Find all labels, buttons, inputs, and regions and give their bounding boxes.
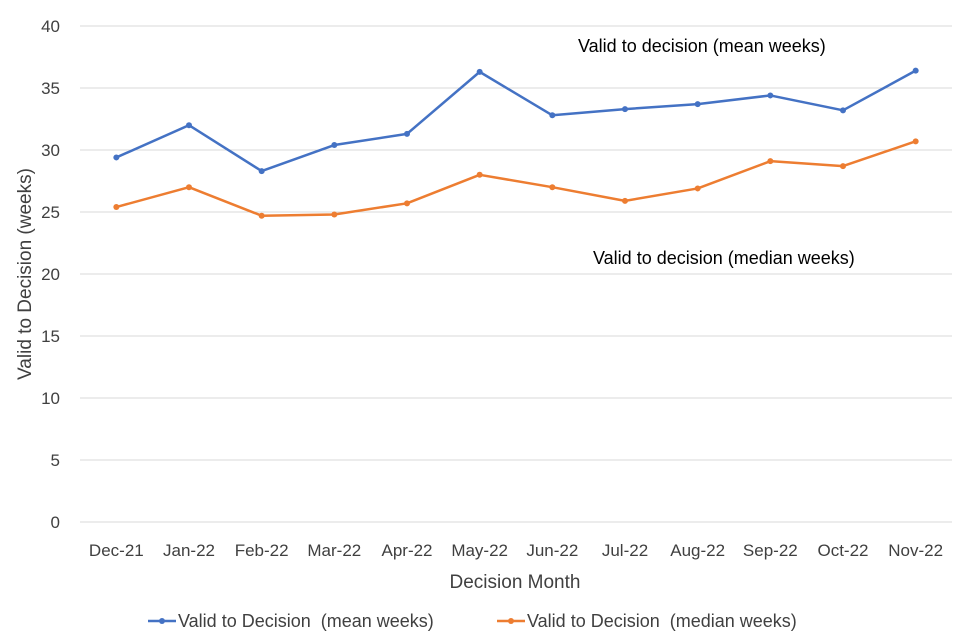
x-tick-label: Mar-22 bbox=[307, 541, 361, 560]
data-point bbox=[113, 154, 120, 161]
data-point bbox=[258, 168, 265, 175]
y-tick-label: 20 bbox=[41, 265, 60, 284]
series-lines bbox=[113, 67, 919, 219]
data-point bbox=[186, 122, 192, 129]
data-point bbox=[186, 184, 192, 191]
x-tick-label: Nov-22 bbox=[888, 541, 943, 560]
data-point bbox=[331, 142, 338, 149]
data-point bbox=[767, 158, 774, 165]
data-point bbox=[767, 92, 774, 99]
legend-marker-median bbox=[508, 618, 514, 624]
data-point bbox=[476, 171, 483, 178]
series-mean bbox=[113, 67, 919, 175]
y-tick-label: 0 bbox=[51, 513, 60, 532]
gridlines bbox=[80, 25, 952, 523]
y-tick-label: 10 bbox=[41, 389, 60, 408]
annotation-median: Valid to decision (median weeks) bbox=[593, 248, 855, 268]
data-point bbox=[694, 185, 701, 192]
x-tick-label: Oct-22 bbox=[817, 541, 868, 560]
x-tick-label: Jun-22 bbox=[526, 541, 578, 560]
data-point bbox=[258, 212, 265, 219]
legend-marker-mean bbox=[159, 618, 165, 624]
data-point bbox=[404, 200, 410, 207]
x-axis-ticks: Dec-21 Jan-22 Feb-22 Mar-22 Apr-22 May-22 Jun-… bbox=[89, 541, 943, 560]
data-point bbox=[622, 106, 628, 113]
data-point bbox=[549, 112, 556, 119]
x-tick-label: Feb-22 bbox=[235, 541, 289, 560]
x-tick-label: May-22 bbox=[451, 541, 508, 560]
data-point bbox=[622, 197, 628, 204]
y-axis-title: Valid to Decision (weeks) bbox=[15, 168, 36, 380]
data-point bbox=[404, 130, 410, 137]
x-axis-title: Decision Month bbox=[450, 572, 581, 593]
series-line bbox=[116, 140, 917, 217]
legend-item-mean: Valid to Decision (mean weeks) bbox=[148, 611, 434, 631]
annotation-mean: Valid to decision (mean weeks) bbox=[578, 36, 826, 56]
data-point bbox=[912, 67, 919, 74]
series-line bbox=[115, 69, 917, 173]
x-tick-label: Dec-21 bbox=[89, 541, 144, 560]
series-median bbox=[113, 138, 919, 219]
y-tick-label: 35 bbox=[41, 79, 60, 98]
y-tick-label: 40 bbox=[41, 17, 60, 36]
legend: Valid to Decision (mean weeks) Valid to … bbox=[148, 611, 797, 631]
data-point bbox=[113, 204, 120, 211]
legend-label-median: Valid to Decision (median weeks) bbox=[527, 611, 797, 631]
y-tick-label: 30 bbox=[41, 141, 60, 160]
x-tick-label: Sep-22 bbox=[743, 541, 798, 560]
x-tick-label: Jan-22 bbox=[163, 541, 215, 560]
y-tick-label: 5 bbox=[51, 451, 60, 470]
data-point bbox=[549, 184, 556, 191]
legend-label-mean: Valid to Decision (mean weeks) bbox=[178, 611, 434, 631]
data-point bbox=[840, 163, 846, 170]
y-tick-label: 25 bbox=[41, 203, 60, 222]
data-point bbox=[840, 107, 846, 114]
x-tick-label: Apr-22 bbox=[381, 541, 432, 560]
data-point bbox=[331, 211, 338, 218]
legend-item-median: Valid to Decision (median weeks) bbox=[497, 611, 797, 631]
y-axis-ticks: 0 5 10 15 20 25 30 35 40 bbox=[41, 17, 60, 532]
x-tick-label: Jul-22 bbox=[602, 541, 648, 560]
x-tick-label: Aug-22 bbox=[670, 541, 725, 560]
data-point bbox=[694, 101, 701, 108]
y-tick-label: 15 bbox=[41, 327, 60, 346]
data-point bbox=[912, 138, 919, 145]
data-point bbox=[476, 68, 483, 75]
